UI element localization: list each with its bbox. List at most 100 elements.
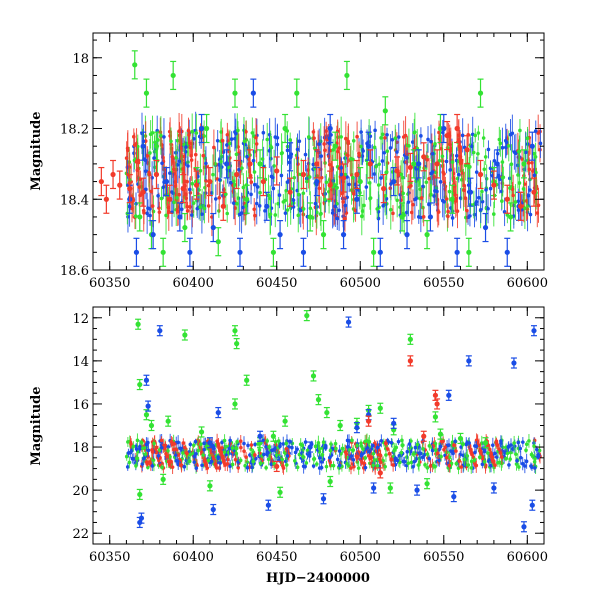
band-point [454, 461, 459, 466]
data-point [153, 171, 160, 178]
band-point [323, 446, 328, 450]
band-point [500, 175, 505, 180]
band-point [193, 439, 198, 444]
band-point [537, 448, 542, 453]
band-point [533, 466, 537, 470]
data-point [521, 161, 527, 167]
band-point [425, 158, 429, 162]
band-point [243, 463, 247, 468]
data-point [247, 161, 253, 167]
band-point [186, 164, 190, 168]
band-point [527, 439, 531, 443]
band-point [159, 445, 164, 450]
band-point [437, 158, 442, 163]
band-point [385, 149, 390, 154]
band-point [478, 208, 483, 212]
data-point [407, 164, 413, 171]
band-point [276, 439, 281, 443]
band-point [268, 196, 272, 201]
band-point [204, 178, 208, 183]
band-point [340, 446, 345, 451]
band-point [530, 453, 535, 458]
band-point [350, 448, 355, 453]
band-point [447, 142, 452, 147]
data-point [477, 90, 484, 96]
band-point [337, 449, 342, 453]
data-point [416, 161, 422, 167]
band-point [311, 162, 316, 167]
band-point [200, 212, 204, 216]
band-point [423, 463, 427, 467]
band-point [416, 463, 421, 467]
band-point [236, 460, 240, 464]
band-point [318, 212, 323, 216]
data-point [260, 178, 266, 185]
data-point [315, 397, 322, 403]
band-point [190, 129, 194, 134]
band-point [427, 176, 431, 181]
band-point [364, 185, 369, 189]
band-point [135, 456, 139, 461]
band-point [150, 204, 155, 208]
band-point [333, 441, 338, 446]
band-point [440, 154, 445, 159]
band-point [319, 154, 323, 158]
data-point [103, 196, 109, 202]
band-point [411, 465, 415, 469]
data-point [531, 189, 537, 195]
band-point [351, 175, 355, 180]
band-point [133, 214, 138, 218]
band-point [433, 142, 437, 146]
band-point [241, 205, 245, 210]
band-point [141, 446, 145, 451]
band-point [238, 439, 243, 443]
band-point [233, 131, 238, 136]
band-point [383, 464, 387, 469]
data-point [340, 175, 347, 181]
band-point [233, 183, 237, 187]
data-point [270, 433, 276, 439]
band-point [349, 454, 354, 458]
band-point [298, 208, 303, 213]
data-point [491, 485, 497, 491]
band-point [397, 454, 402, 458]
data-point [300, 249, 307, 255]
band-point [160, 465, 164, 470]
band-point [331, 463, 336, 468]
bottom-panel: 60350 60400 60450 60500 60550 60600 12 14 16 18 20… [29, 306, 548, 586]
band-point [148, 213, 152, 218]
band-point [467, 441, 471, 445]
data-point [300, 171, 307, 178]
band-point [405, 449, 410, 454]
band-point [159, 438, 164, 443]
data-point [234, 341, 240, 347]
band-point [199, 442, 203, 447]
data-point [153, 143, 160, 149]
band-point [241, 185, 246, 190]
band-point [184, 145, 188, 149]
band-point [371, 443, 375, 448]
data-point [432, 414, 439, 420]
band-point [265, 439, 269, 443]
x-tick-label: 60450 [256, 276, 297, 291]
band-point [480, 456, 485, 460]
band-point [486, 147, 491, 152]
band-point [266, 450, 270, 455]
band-point [508, 186, 512, 190]
band-point [412, 130, 417, 135]
data-point [451, 494, 457, 500]
band-point [523, 464, 527, 468]
band-point [292, 458, 297, 463]
data-point [294, 90, 300, 96]
data-point [220, 203, 226, 209]
band-point [430, 448, 435, 453]
band-point [384, 441, 388, 446]
band-point [363, 456, 368, 460]
data-point [304, 313, 310, 319]
band-point [305, 179, 309, 184]
band-point [393, 456, 398, 461]
band-point [225, 143, 229, 147]
band-point [311, 464, 316, 468]
band-point [191, 201, 196, 205]
data-point [187, 249, 193, 255]
